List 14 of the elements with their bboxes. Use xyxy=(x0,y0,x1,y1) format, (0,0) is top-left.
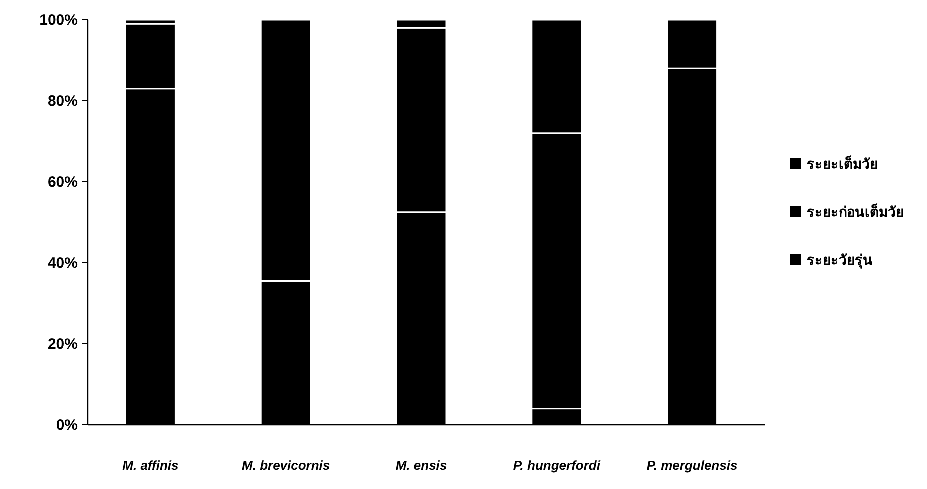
y-tick-label: 100% xyxy=(40,12,78,29)
legend-label: ระยะเต็มวัย xyxy=(807,155,878,172)
x-tick-label: M. brevicornis xyxy=(242,458,330,473)
x-tick-label: M. ensis xyxy=(396,458,448,473)
y-tick-label: 40% xyxy=(48,255,78,272)
y-tick-label: 80% xyxy=(48,93,78,110)
y-tick-label: 60% xyxy=(48,174,78,191)
x-tick-label: P. hungerfordi xyxy=(513,458,601,473)
y-tick-label: 20% xyxy=(48,336,78,353)
legend-label: ระยะวัยรุ่น xyxy=(807,252,873,269)
y-tick-label: 0% xyxy=(56,417,78,434)
x-tick-label: P. mergulensis xyxy=(646,458,738,473)
x-tick-label: M. affinis xyxy=(122,458,179,473)
legend-label: ระยะก่อนเต็มวัย xyxy=(807,203,904,220)
